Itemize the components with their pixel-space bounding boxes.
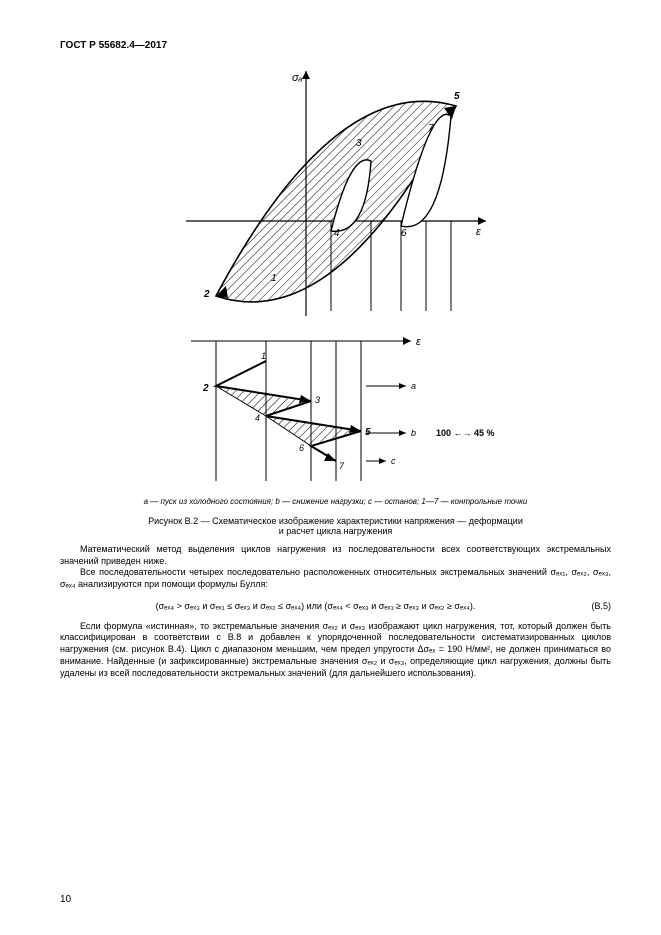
caption-line2: и расчет цикла нагружения — [279, 526, 393, 536]
eps-label-b: ε — [416, 336, 421, 348]
figure-b2-top: σₐ ε 1 2 3 4 5 6 7 — [60, 61, 611, 321]
page-number: 10 — [60, 894, 71, 905]
figure-caption: Рисунок В.2 — Схематическое изображение … — [60, 516, 611, 536]
standard-id: ГОСТ Р 55682.4—2017 — [60, 40, 611, 51]
bpt-7: 7 — [339, 461, 345, 471]
figure-legend: a — пуск из холодного состояния; b — сни… — [60, 497, 611, 506]
lbl-b: b — [411, 428, 416, 438]
figure-b2-bottom: ε 1 2 3 4 5 6 7 — [60, 321, 611, 491]
para1: Математический метод выделения циклов на… — [60, 544, 611, 567]
tri-2 — [266, 416, 361, 446]
sigma-label: σₐ — [292, 72, 303, 84]
x-axis-arrow — [478, 217, 486, 225]
body-text-2: Если формула «истинная», то экстремальны… — [60, 621, 611, 679]
para3: Если формула «истинная», то экстремальны… — [60, 621, 611, 679]
bpt-3: 3 — [315, 395, 320, 405]
para2: Все последовательности четырех последова… — [60, 567, 611, 590]
bpt-1: 1 — [261, 351, 266, 361]
formula-number: (В.5) — [571, 601, 611, 611]
pt-6: 6 — [401, 228, 407, 239]
tri-1 — [216, 386, 311, 416]
pt-7: 7 — [428, 123, 434, 134]
pt-4: 4 — [334, 228, 340, 239]
bpt-4: 4 — [255, 413, 260, 423]
pt-3: 3 — [356, 138, 362, 149]
lbl-c: c — [391, 456, 396, 466]
para2-suffix: анализируются при помощи формулы Булля: — [76, 579, 268, 589]
zigzag — [216, 361, 361, 461]
hysteresis-diagram: σₐ ε 1 2 3 4 5 6 7 — [176, 61, 496, 321]
formula-row: (σₑₓ₄ > σₑₓ₃ и σₑₓ₁ ≤ σₑₓ₃ и σₑₓ₂ ≤ σₑₓ₄… — [60, 601, 611, 611]
pt-5: 5 — [454, 91, 460, 102]
pct-label: 100 ←→ 45 % — [436, 428, 495, 438]
bpt-2: 2 — [202, 383, 209, 394]
pt-2: 2 — [203, 289, 210, 300]
lbl-a: a — [411, 381, 416, 391]
y-axis-arrow — [302, 71, 310, 79]
eps-label: ε — [476, 226, 481, 238]
bpt-6: 6 — [299, 443, 304, 453]
para2-prefix: Все последовательности четырех последова… — [80, 567, 550, 577]
cycle-extraction-diagram: ε 1 2 3 4 5 6 7 — [161, 321, 511, 491]
pt-1: 1 — [271, 273, 277, 284]
caption-line1: Рисунок В.2 — Схематическое изображение … — [148, 516, 523, 526]
formula: (σₑₓ₄ > σₑₓ₃ и σₑₓ₁ ≤ σₑₓ₃ и σₑₓ₂ ≤ σₑₓ₄… — [60, 601, 571, 611]
eps-arrow — [403, 337, 411, 345]
body-text: Математический метод выделения циклов на… — [60, 544, 611, 591]
